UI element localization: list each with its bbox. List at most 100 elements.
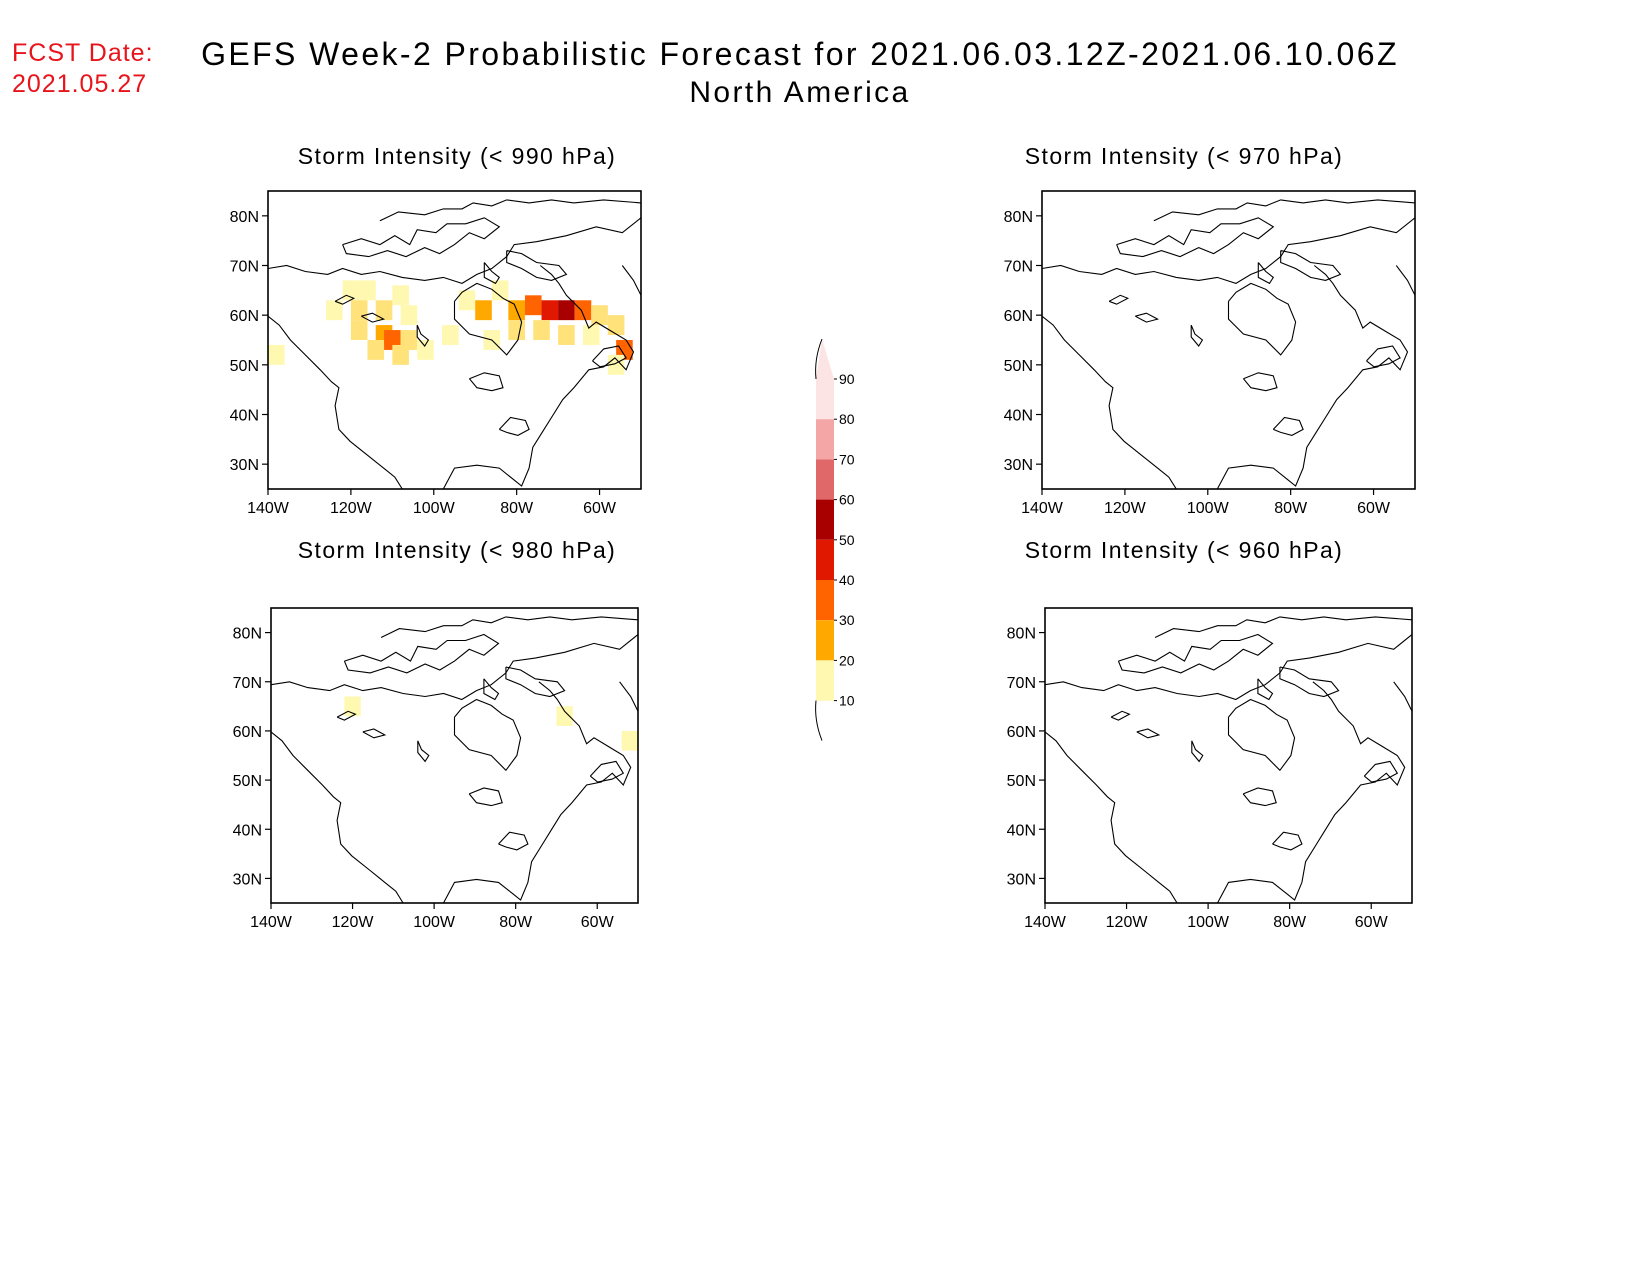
probability-cell <box>400 305 418 326</box>
colorbar-tick-label: 80 <box>839 411 855 427</box>
map-panel-4: 80N 70N 60N 50N 40N 30N 140W 120W 100W 80W 60W <box>1007 607 1413 931</box>
lat-tick-label: 60N <box>233 724 262 741</box>
coastline <box>1042 217 1415 285</box>
coastline <box>334 294 356 305</box>
coastline <box>1217 681 1406 903</box>
colorbar-top-cap <box>816 339 834 379</box>
probability-cell <box>558 300 575 321</box>
coastline <box>505 666 566 698</box>
lat-tick-label: 30N <box>230 457 259 474</box>
coastline <box>1363 760 1399 783</box>
coastline <box>1242 787 1277 807</box>
lon-tick-label: 80W <box>1274 500 1308 517</box>
probability-cell <box>558 325 575 345</box>
lon-tick-label: 80W <box>499 914 533 931</box>
coastline <box>1272 831 1303 851</box>
lon-tick-label: 140W <box>1021 500 1064 517</box>
probability-cell <box>326 300 343 321</box>
lat-tick-label: 40N <box>1007 822 1036 839</box>
coastline <box>1280 250 1342 281</box>
coastline <box>379 199 641 222</box>
panel-title-960: Storm Intensity (< 960 hPa) <box>1024 537 1344 563</box>
coastline <box>468 787 503 807</box>
coastline <box>1135 312 1160 323</box>
forecast-date-caption: FCST Date: <box>12 39 154 67</box>
coastline <box>1042 315 1177 489</box>
coastline <box>1110 710 1131 721</box>
coastline <box>442 265 635 489</box>
coastline <box>1154 616 1412 638</box>
coastline <box>453 698 522 772</box>
lat-tick-label: 60N <box>1004 308 1033 325</box>
lat-tick-label: 50N <box>230 358 259 375</box>
probability-cell <box>582 325 600 345</box>
coastline <box>417 740 430 763</box>
lat-tick-label: 70N <box>230 259 259 276</box>
lat-tick-label: 70N <box>233 675 262 692</box>
coastline <box>498 831 529 851</box>
coastline <box>1257 262 1275 285</box>
map-panel-1: 80N 70N 60N 50N 40N 30N 140W 120W 100W 80W 60W <box>230 190 642 517</box>
colorbar-swatch <box>816 660 834 701</box>
forecast-date-label: FCST Date: 2021.05.27 <box>12 38 154 100</box>
colorbar-outline-top <box>815 338 823 380</box>
colorbar-swatch <box>816 499 834 540</box>
lon-tick-label: 100W <box>1187 500 1230 517</box>
lon-tick-label: 60W <box>1355 914 1389 931</box>
map-panel-3: 80N 70N 60N 50N 40N 30N 140W 120W 100W 80W 60W <box>233 607 639 931</box>
lon-tick-label: 120W <box>1106 914 1149 931</box>
lon-tick-label: 120W <box>1104 500 1147 517</box>
coastline <box>1393 681 1412 712</box>
probability-cell <box>350 320 368 340</box>
colorbar-tick-label: 40 <box>839 572 855 588</box>
colorbar-outline-bottom <box>815 700 823 741</box>
coastline <box>416 324 430 347</box>
lon-tick-label: 120W <box>330 500 373 517</box>
map-frame <box>270 607 639 904</box>
coastline <box>1045 634 1412 701</box>
coastline <box>271 731 404 903</box>
coastline <box>1108 294 1130 305</box>
coastline <box>268 315 403 489</box>
lat-tick-label: 80N <box>1004 209 1033 226</box>
lat-tick-label: 60N <box>1007 724 1036 741</box>
coastline <box>1153 199 1415 222</box>
colorbar-tick-label: 90 <box>839 371 855 387</box>
lat-tick-label: 30N <box>1007 871 1036 888</box>
colorbar-swatch <box>816 379 834 420</box>
coastline <box>468 372 504 392</box>
lon-tick-label: 100W <box>413 914 456 931</box>
lon-tick-label: 140W <box>250 914 293 931</box>
probability-cell <box>417 340 434 360</box>
coastline <box>1395 265 1415 296</box>
lat-tick-label: 80N <box>230 209 259 226</box>
panel-title-970: Storm Intensity (< 970 hPa) <box>1024 143 1344 169</box>
probability-cell <box>524 295 542 316</box>
lon-tick-label: 80W <box>500 500 534 517</box>
coastline <box>483 678 500 701</box>
lat-tick-label: 50N <box>1004 358 1033 375</box>
lon-tick-label: 140W <box>247 500 290 517</box>
probability-cell <box>350 300 368 321</box>
lon-tick-label: 100W <box>1187 914 1230 931</box>
lat-tick-label: 40N <box>233 822 262 839</box>
lat-tick-label: 40N <box>1004 408 1033 425</box>
probability-cell <box>475 300 492 321</box>
coastline <box>1279 666 1340 698</box>
probability-cell <box>442 325 459 345</box>
panel-title-980: Storm Intensity (< 980 hPa) <box>297 537 617 563</box>
map-frame <box>1044 607 1413 904</box>
lon-tick-label: 60W <box>583 500 617 517</box>
probability-cell <box>574 300 592 321</box>
lat-tick-label: 30N <box>233 871 262 888</box>
probability-cell <box>533 320 550 340</box>
coastline <box>268 217 641 285</box>
colorbar-swatch <box>816 419 834 460</box>
lat-tick-label: 60N <box>230 308 259 325</box>
lon-tick-label: 140W <box>1024 914 1067 931</box>
probability-cell <box>359 280 376 301</box>
lon-tick-label: 60W <box>1357 500 1391 517</box>
coastline <box>1116 217 1275 258</box>
coastline <box>1272 416 1304 436</box>
